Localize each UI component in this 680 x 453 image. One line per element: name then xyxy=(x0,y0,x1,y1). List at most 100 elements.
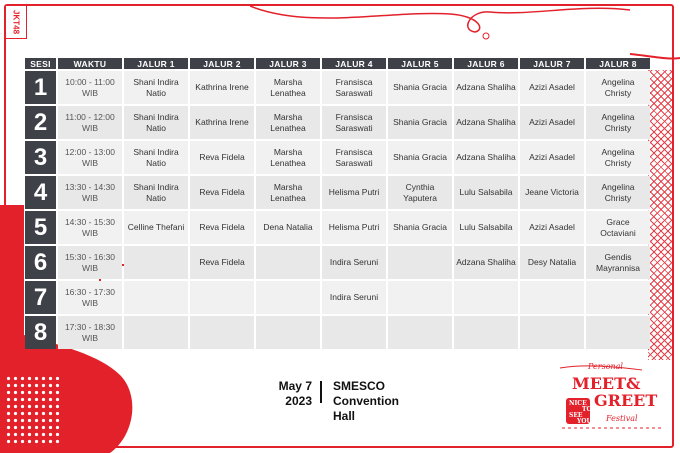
member-cell: Shania Gracia xyxy=(388,106,452,139)
session-number: 5 xyxy=(25,211,56,244)
jkt48-logo: JKT48 xyxy=(5,5,27,39)
session-number: 3 xyxy=(25,141,56,174)
session-time: 12:00 - 13:00 WIB xyxy=(58,141,122,174)
session-number: 1 xyxy=(25,71,56,104)
table-row: 4 13:30 - 14:30 WIB Shani Indira Natio R… xyxy=(25,176,650,209)
table-row: 3 12:00 - 13:00 WIB Shani Indira Natio R… xyxy=(25,141,650,174)
member-cell: Reva Fidela xyxy=(190,176,254,209)
event-divider xyxy=(320,381,322,403)
session-number: 2 xyxy=(25,106,56,139)
header-jalur-2: JALUR 2 xyxy=(190,58,254,69)
member-cell: Helisma Putri xyxy=(322,176,386,209)
member-cell: Azizi Asadel xyxy=(520,141,584,174)
venue-line-1: SMESCO xyxy=(333,379,386,393)
member-cell: Lulu Salsabila xyxy=(454,211,518,244)
member-cell: Gendis Mayrannisa xyxy=(586,246,650,279)
member-cell xyxy=(520,281,584,314)
session-time: 11:00 - 12:00 WIB xyxy=(58,106,122,139)
header-jalur-5: JALUR 5 xyxy=(388,58,452,69)
member-cell xyxy=(124,316,188,349)
member-cell: Shania Gracia xyxy=(388,71,452,104)
session-time: 14:30 - 15:30 WIB xyxy=(58,211,122,244)
member-cell xyxy=(256,281,320,314)
member-cell: Marsha Lenathea xyxy=(256,176,320,209)
logo-meet: MEET& xyxy=(572,374,641,393)
member-cell: Kathrina Irene xyxy=(190,71,254,104)
logo-festival: Festival xyxy=(606,414,638,423)
member-cell: Shani Indira Natio xyxy=(124,141,188,174)
table-row: 8 17:30 - 18:30 WIB xyxy=(25,316,650,349)
member-cell: Shania Gracia xyxy=(388,211,452,244)
member-cell: Angelina Christy xyxy=(586,106,650,139)
header-jalur-3: JALUR 3 xyxy=(256,58,320,69)
member-cell: Fransisca Saraswati xyxy=(322,106,386,139)
logo-nice: NICE xyxy=(569,400,587,407)
logo-you: YOU xyxy=(577,418,592,425)
session-time: 13:30 - 14:30 WIB xyxy=(58,176,122,209)
header-jalur-7: JALUR 7 xyxy=(520,58,584,69)
member-cell xyxy=(454,281,518,314)
member-cell xyxy=(520,316,584,349)
logo-greet: GREET xyxy=(594,391,658,410)
member-cell: Reva Fidela xyxy=(190,211,254,244)
member-cell: Azizi Asadel xyxy=(520,211,584,244)
member-cell xyxy=(586,316,650,349)
member-cell: Adzana Shaliha xyxy=(454,141,518,174)
logo-ribbon xyxy=(559,365,664,429)
member-cell: Cynthia Yaputera xyxy=(388,176,452,209)
table-row: 1 10:00 - 11:00 WIB Shani Indira Natio K… xyxy=(25,71,650,104)
event-venue: SMESCO Convention Hall xyxy=(333,379,399,424)
header-jalur-8: JALUR 8 xyxy=(586,58,650,69)
member-cell: Desy Natalia xyxy=(520,246,584,279)
member-cell: Angelina Christy xyxy=(586,141,650,174)
event-date-year: 2023 xyxy=(285,394,312,408)
member-cell xyxy=(256,316,320,349)
member-cell xyxy=(322,316,386,349)
member-cell: Dena Natalia xyxy=(256,211,320,244)
member-cell: Shania Gracia xyxy=(388,141,452,174)
member-cell: Adzana Shaliha xyxy=(454,71,518,104)
member-cell: Fransisca Saraswati xyxy=(322,71,386,104)
session-number: 8 xyxy=(25,316,56,349)
member-cell: Indira Seruni xyxy=(322,281,386,314)
header-jalur-4: JALUR 4 xyxy=(322,58,386,69)
table-header-row: SESI WAKTU JALUR 1 JALUR 2 JALUR 3 JALUR… xyxy=(25,58,650,69)
header-jalur-1: JALUR 1 xyxy=(124,58,188,69)
member-cell: Grace Octaviani xyxy=(586,211,650,244)
logo-to: TO xyxy=(582,406,592,413)
table-row: 2 11:00 - 12:00 WIB Shani Indira Natio K… xyxy=(25,106,650,139)
header-jalur-6: JALUR 6 xyxy=(454,58,518,69)
logo-personal: Personal xyxy=(588,362,623,371)
session-time: 17:30 - 18:30 WIB xyxy=(58,316,122,349)
member-cell: Marsha Lenathea xyxy=(256,71,320,104)
member-cell: Jeane Victoria xyxy=(520,176,584,209)
member-cell: Fransisca Saraswati xyxy=(322,141,386,174)
member-cell: Reva Fidela xyxy=(190,141,254,174)
member-cell xyxy=(454,316,518,349)
meet-greet-logo: Personal MEET& GREET NICE TO SEE YOU Fes… xyxy=(552,362,670,434)
member-cell xyxy=(388,316,452,349)
member-cell xyxy=(190,281,254,314)
session-number: 4 xyxy=(25,176,56,209)
member-cell: Adzana Shaliha xyxy=(454,106,518,139)
header-waktu: WAKTU xyxy=(58,58,122,69)
member-cell xyxy=(124,246,188,279)
jkt48-logo-text: JKT48 xyxy=(11,9,21,34)
schedule-table: SESI WAKTU JALUR 1 JALUR 2 JALUR 3 JALUR… xyxy=(23,56,652,351)
session-number: 7 xyxy=(25,281,56,314)
member-cell: Reva Fidela xyxy=(190,246,254,279)
member-cell xyxy=(124,281,188,314)
member-cell: Lulu Salsabila xyxy=(454,176,518,209)
session-time: 15:30 - 16:30 WIB xyxy=(58,246,122,279)
event-date-day: May 7 xyxy=(278,379,312,393)
member-cell: Adzana Shaliha xyxy=(454,246,518,279)
member-cell: Angelina Christy xyxy=(586,71,650,104)
member-cell: Shani Indira Natio xyxy=(124,71,188,104)
member-cell xyxy=(256,246,320,279)
session-time: 10:00 - 11:00 WIB xyxy=(58,71,122,104)
venue-line-3: Hall xyxy=(333,409,356,423)
member-cell: Indira Seruni xyxy=(322,246,386,279)
member-cell: Kathrina Irene xyxy=(190,106,254,139)
table-row: 6 15:30 - 16:30 WIB Reva Fidela Indira S… xyxy=(25,246,650,279)
